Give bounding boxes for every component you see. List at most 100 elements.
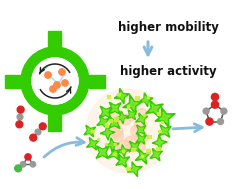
FancyBboxPatch shape [114,153,116,155]
Circle shape [16,121,23,128]
FancyBboxPatch shape [114,143,116,145]
Polygon shape [109,117,120,129]
Circle shape [211,101,219,108]
Polygon shape [116,154,130,168]
Circle shape [111,143,119,152]
Circle shape [45,72,51,78]
Polygon shape [155,138,164,147]
Circle shape [221,108,227,114]
Circle shape [135,119,147,131]
Polygon shape [84,125,96,137]
Circle shape [109,124,123,138]
FancyBboxPatch shape [49,31,61,47]
FancyBboxPatch shape [146,149,150,153]
Polygon shape [155,107,175,128]
FancyBboxPatch shape [157,112,160,115]
Circle shape [136,108,147,120]
Polygon shape [136,113,148,125]
FancyBboxPatch shape [127,167,130,170]
FancyBboxPatch shape [127,105,129,108]
Polygon shape [152,135,167,150]
FancyBboxPatch shape [49,115,61,131]
FancyBboxPatch shape [5,74,21,88]
Circle shape [50,86,56,92]
Polygon shape [89,140,96,147]
Polygon shape [120,147,127,154]
Polygon shape [132,144,138,150]
Polygon shape [160,112,171,123]
Polygon shape [87,128,93,134]
Polygon shape [87,137,99,150]
Polygon shape [100,106,112,119]
Circle shape [20,162,26,167]
Polygon shape [135,149,150,164]
Circle shape [211,93,219,101]
Circle shape [30,162,36,167]
Polygon shape [159,125,171,137]
Polygon shape [99,149,106,156]
Polygon shape [118,92,126,100]
Polygon shape [138,127,144,132]
FancyBboxPatch shape [141,155,143,157]
Circle shape [206,118,213,125]
Circle shape [131,125,143,137]
Circle shape [120,114,131,125]
Polygon shape [97,115,109,128]
FancyBboxPatch shape [89,74,105,88]
FancyBboxPatch shape [147,96,149,98]
Polygon shape [153,151,160,158]
Circle shape [203,108,209,114]
FancyBboxPatch shape [91,130,94,132]
FancyBboxPatch shape [161,121,164,123]
Polygon shape [146,100,163,118]
Polygon shape [136,134,146,144]
Polygon shape [111,150,119,157]
Circle shape [137,143,145,152]
Polygon shape [119,157,127,165]
FancyBboxPatch shape [135,96,139,100]
Circle shape [59,69,65,75]
Polygon shape [108,141,116,149]
Circle shape [127,112,136,121]
Circle shape [112,121,120,129]
FancyBboxPatch shape [114,117,118,121]
Circle shape [35,129,41,135]
FancyBboxPatch shape [107,95,110,98]
Polygon shape [127,110,137,120]
Circle shape [25,154,31,160]
Polygon shape [116,111,128,124]
Polygon shape [139,93,153,107]
Polygon shape [131,165,139,173]
Polygon shape [114,88,130,104]
FancyBboxPatch shape [147,135,150,139]
Polygon shape [96,146,109,159]
Polygon shape [127,162,142,177]
Polygon shape [127,99,138,110]
Polygon shape [139,152,147,161]
Polygon shape [129,112,134,117]
Polygon shape [105,138,119,152]
Polygon shape [109,102,121,115]
Polygon shape [112,105,118,112]
Polygon shape [129,141,140,152]
Circle shape [15,165,22,172]
Polygon shape [138,136,144,142]
Polygon shape [111,120,118,126]
FancyBboxPatch shape [131,148,135,151]
Circle shape [118,140,131,154]
FancyBboxPatch shape [158,129,161,132]
Polygon shape [150,104,159,114]
Polygon shape [123,95,143,115]
Circle shape [39,123,46,130]
Circle shape [125,136,136,148]
Polygon shape [100,119,107,125]
Polygon shape [102,109,109,116]
Circle shape [111,111,123,124]
Circle shape [136,131,148,144]
FancyBboxPatch shape [122,150,124,152]
Text: higher activity: higher activity [120,64,216,77]
Circle shape [21,47,89,115]
Polygon shape [119,114,126,121]
Circle shape [62,80,68,86]
Polygon shape [108,147,122,160]
